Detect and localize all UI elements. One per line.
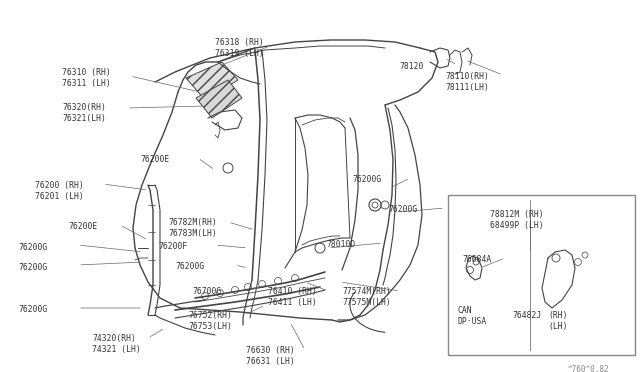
Text: 76630 (RH)
76631 (LH): 76630 (RH) 76631 (LH)	[246, 346, 295, 366]
Text: 76482J: 76482J	[512, 311, 541, 320]
Text: 76200G: 76200G	[352, 175, 381, 184]
Text: 76200F: 76200F	[158, 242, 188, 251]
Text: 76684A: 76684A	[462, 255, 492, 264]
Text: 76200G: 76200G	[18, 243, 47, 252]
Text: 76310 (RH)
76311 (LH): 76310 (RH) 76311 (LH)	[62, 68, 111, 88]
Text: 76318 (RH)
76319 (LH): 76318 (RH) 76319 (LH)	[215, 38, 264, 58]
Polygon shape	[186, 62, 238, 100]
Text: 78812M (RH)
68499P (LH): 78812M (RH) 68499P (LH)	[490, 210, 543, 230]
Bar	[448, 195, 635, 355]
Text: 76200E: 76200E	[140, 155, 169, 164]
Text: 76782M(RH)
76783M(LH): 76782M(RH) 76783M(LH)	[168, 218, 217, 238]
Text: 78120: 78120	[399, 62, 424, 71]
Text: 78010D: 78010D	[326, 240, 355, 249]
Text: 77574M(RH)
77575M(LH): 77574M(RH) 77575M(LH)	[342, 287, 391, 307]
Text: 76200 (RH)
76201 (LH): 76200 (RH) 76201 (LH)	[35, 181, 84, 201]
Text: 76200G: 76200G	[18, 305, 47, 314]
Text: 74320(RH)
74321 (LH): 74320(RH) 74321 (LH)	[92, 334, 141, 354]
Text: 76200E: 76200E	[68, 222, 97, 231]
Text: 76320(RH)
76321(LH): 76320(RH) 76321(LH)	[62, 103, 106, 123]
Text: 76700G: 76700G	[192, 287, 221, 296]
Text: 76200G: 76200G	[175, 262, 204, 271]
Text: 76200G: 76200G	[388, 205, 417, 214]
Text: (RH)
(LH): (RH) (LH)	[548, 311, 568, 331]
Text: ^760^0.82: ^760^0.82	[568, 365, 610, 372]
Text: 78110(RH)
78111(LH): 78110(RH) 78111(LH)	[445, 72, 489, 92]
Polygon shape	[196, 80, 242, 118]
Text: CAN
DP·USA: CAN DP·USA	[458, 306, 487, 326]
Text: 76410 (RH)
76411 (LH): 76410 (RH) 76411 (LH)	[268, 287, 317, 307]
Text: 76752(RH)
76753(LH): 76752(RH) 76753(LH)	[188, 311, 232, 331]
Text: 76200G: 76200G	[18, 263, 47, 272]
